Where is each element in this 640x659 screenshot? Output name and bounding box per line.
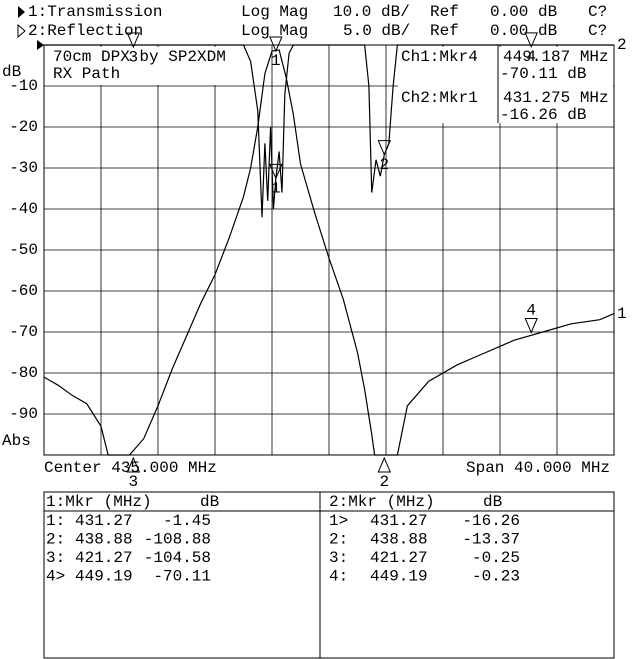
ref: 0.00 dB: [490, 3, 557, 21]
span: Span 40.000 MHz: [466, 459, 610, 477]
marker-value: -0.23: [472, 568, 520, 586]
marker-id: 1>: [329, 512, 348, 530]
marker-value: -13.37: [462, 531, 520, 549]
marker-id: 4:: [329, 568, 348, 586]
marker-label: 2: [379, 156, 389, 174]
marker-freq: 421.27: [75, 549, 133, 567]
table-unit: dB: [200, 493, 219, 511]
marker-table: [43, 491, 615, 659]
marker: [269, 36, 283, 53]
readout-box: [398, 47, 613, 123]
readout-freq: 431.275 MHz: [503, 89, 609, 107]
marker-label: 1: [271, 52, 281, 70]
marker-label: 3: [129, 48, 139, 66]
y-axis-label: dB: [2, 63, 21, 81]
center-freq: Center 435.000 MHz: [44, 459, 217, 477]
marker: [126, 456, 141, 473]
y-tick-label: -70: [9, 323, 38, 341]
subtitle: RX Path: [53, 65, 120, 83]
marker-id: 2:: [46, 531, 65, 549]
marker-value: -104.58: [144, 549, 211, 567]
readout-freq: 449.187 MHz: [503, 48, 609, 66]
y-axis-label: Abs: [2, 432, 31, 450]
trace-end-label: 1: [617, 305, 627, 323]
marker-freq: 421.27: [370, 549, 428, 567]
y-tick-label: -20: [9, 118, 38, 136]
marker-id: 3:: [329, 549, 348, 567]
marker-value: -0.25: [472, 549, 520, 567]
cal: C?: [588, 3, 607, 21]
marker-freq: 438.88: [75, 531, 133, 549]
marker-freq: 431.27: [370, 512, 428, 530]
table-unit: dB: [483, 493, 502, 511]
cal: C?: [588, 22, 607, 40]
y-tick-label: -80: [9, 364, 38, 382]
trace-end-label: 2: [617, 36, 627, 54]
marker-freq: 431.27: [75, 512, 133, 530]
marker-label: 4: [526, 302, 536, 320]
y-tick-label: -50: [9, 241, 38, 259]
marker: [377, 140, 392, 156]
title-box: [46, 47, 236, 85]
marker-value: -1.45: [163, 512, 211, 530]
active-trace-icon: [18, 6, 25, 18]
table-title: 2:Mkr (MHz): [329, 493, 435, 511]
ref-pointer: [37, 40, 44, 50]
marker-id: 4>: [46, 568, 65, 586]
marker-label: 4: [526, 48, 536, 66]
marker-value: -108.88: [144, 531, 211, 549]
y-tick-label: -30: [9, 159, 38, 177]
marker: [377, 456, 392, 473]
table-title: 1:Mkr (MHz): [46, 493, 152, 511]
marker-id: 3:: [46, 549, 65, 567]
ref: 0.00 dB: [490, 22, 557, 40]
y-tick-label: -60: [9, 282, 38, 300]
scale: 5.0 dB/: [343, 22, 410, 40]
marker-id: 1:: [46, 512, 65, 530]
format: Log Mag: [241, 22, 308, 40]
ref-label: Ref: [430, 3, 459, 21]
marker-label: 3: [129, 473, 139, 491]
y-tick-label: -10: [9, 77, 38, 95]
readout-level: -16.26 dB: [500, 106, 586, 124]
marker: [524, 32, 538, 49]
y-tick-label: -40: [9, 200, 38, 218]
marker-freq: 449.19: [370, 568, 428, 586]
ref-label: Ref: [430, 22, 459, 40]
marker: [126, 32, 141, 49]
marker: [524, 317, 538, 334]
trace-name: 1:Transmission: [28, 3, 162, 21]
trace-name: 2:Reflection: [28, 22, 143, 40]
format: Log Mag: [241, 3, 308, 21]
readout-channel: Ch1:Mkr4: [401, 48, 478, 66]
readout-channel: Ch2:Mkr1: [401, 89, 478, 107]
readout-level: -70.11 dB: [500, 65, 586, 83]
marker-label: 1: [271, 180, 281, 198]
y-tick-label: -90: [9, 405, 38, 423]
marker-freq: 438.88: [370, 531, 428, 549]
marker-freq: 449.19: [75, 568, 133, 586]
title: 70cm DPX by SP2XDM: [53, 48, 226, 66]
marker-value: -70.11: [153, 568, 211, 586]
marker-value: -16.26: [462, 512, 520, 530]
trace: [44, 49, 615, 456]
scale: 10.0 dB/: [333, 3, 410, 21]
marker-id: 2:: [329, 531, 348, 549]
trace-icon: [17, 23, 26, 39]
marker-label: 2: [379, 473, 389, 491]
marker: [269, 163, 283, 180]
